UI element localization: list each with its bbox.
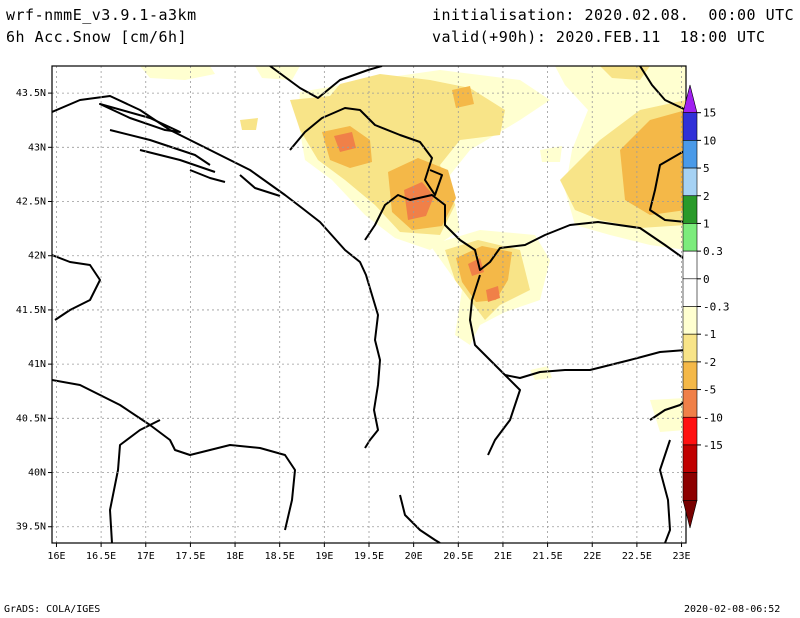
colorbar-segment <box>682 167 698 197</box>
map-gridlines <box>52 66 686 543</box>
lat-tick-label: 39.5N <box>16 522 46 533</box>
lon-tick-label: 19E <box>315 551 333 562</box>
lon-tick-label: 21E <box>494 551 512 562</box>
colorbar-label: 5 <box>703 162 710 175</box>
colorbar-label: -2 <box>703 356 716 369</box>
axis-labels: 16E 16.5E 17E 17.5E 18E 18.5E 19E 19.5E 20E 20.5E… <box>16 88 691 562</box>
lon-tick-label: 17E <box>137 551 155 562</box>
lat-tick-label: 41.5N <box>16 305 46 316</box>
lat-tick-label: 40N <box>28 468 46 479</box>
colorbar-label: -5 <box>703 384 716 397</box>
lon-tick-label: 21.5E <box>533 551 563 562</box>
colorbar-segment <box>682 140 698 169</box>
lat-tick-label: 43N <box>28 142 46 153</box>
colorbar-segment <box>682 250 698 280</box>
lat-tick-label: 42.5N <box>16 197 46 208</box>
colorbar-segment <box>682 223 698 252</box>
colorbar-label: 2 <box>703 190 710 203</box>
colorbar-label: -10 <box>703 411 723 424</box>
lon-tick-label: 20E <box>405 551 423 562</box>
colorbar-segment <box>682 444 698 473</box>
lon-tick-label: 22.5E <box>622 551 652 562</box>
colorbar-label: -15 <box>703 439 723 452</box>
colorbar-segment <box>682 278 698 307</box>
colorbar-label: -0.3 <box>703 301 730 314</box>
lat-tick-label: 41N <box>28 359 46 370</box>
lon-tick-label: 22E <box>583 551 601 562</box>
colorbar-label: 0.3 <box>703 245 723 258</box>
lon-tick-label: 18E <box>226 551 244 562</box>
lon-tick-label: 19.5E <box>354 551 384 562</box>
colorbar-label: -1 <box>703 328 716 341</box>
colorbar-segment <box>682 389 698 418</box>
colorbar-segment <box>682 306 698 335</box>
colorbar-label: 15 <box>703 107 716 120</box>
colorbar-segment <box>682 472 698 501</box>
lon-tick-label: 18.5E <box>265 551 295 562</box>
lon-tick-label: 20.5E <box>443 551 473 562</box>
footer-timestamp: 2020-02-08-06:52 <box>684 604 781 615</box>
valid-time: valid(+90h): 2020.FEB.11 18:00 UTC <box>432 28 766 46</box>
colorbar-label: 0 <box>703 273 710 286</box>
lon-tick-label: 16.5E <box>86 551 116 562</box>
lon-tick-label: 17.5E <box>175 551 205 562</box>
colorbar-segment <box>682 112 698 141</box>
colorbar-segment <box>682 416 698 446</box>
lat-tick-label: 42N <box>28 251 46 262</box>
lon-tick-label: 16E <box>47 551 65 562</box>
model-title: wrf-nmmE_v3.9.1-a3km <box>6 6 197 24</box>
colorbar: 15 10 5 2 1 0.3 0 -0.3 -1 -2 -5 -10 -15 <box>682 84 730 529</box>
lat-tick-label: 43.5N <box>16 88 46 99</box>
colorbar-segment <box>682 333 698 363</box>
snow-shading <box>140 66 686 432</box>
colorbar-segment <box>682 361 698 390</box>
colorbar-min-triangle <box>682 500 698 529</box>
field-title: 6h Acc.Snow [cm/6h] <box>6 28 188 46</box>
init-time: initialisation: 2020.02.08. 00:00 UTC <box>432 6 795 24</box>
colorbar-label: 1 <box>703 217 710 230</box>
lat-tick-label: 40.5N <box>16 413 46 424</box>
colorbar-label: 10 <box>703 134 716 147</box>
lon-tick-label: 23E <box>673 551 691 562</box>
colorbar-segment <box>682 195 698 224</box>
footer-credit: GrADS: COLA/IGES <box>4 604 101 615</box>
